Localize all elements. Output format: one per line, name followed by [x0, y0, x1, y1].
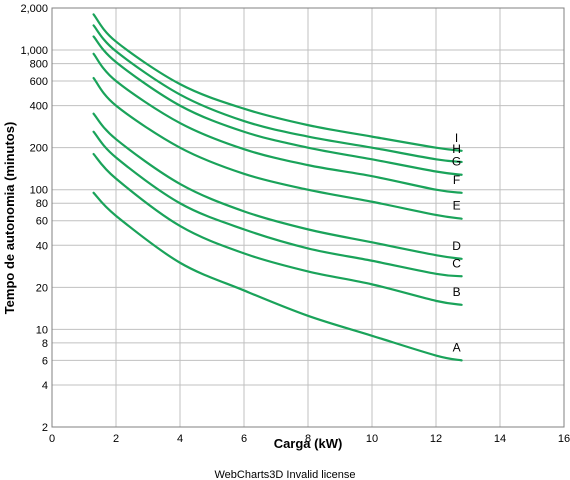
- series-label-h: H: [452, 142, 461, 156]
- series-lines: [92, 13, 463, 362]
- footer-license-text: WebCharts3D Invalid license: [214, 469, 355, 480]
- y-tick-label: 60: [36, 216, 48, 228]
- series-line-d: [92, 112, 463, 260]
- y-tick-label: 1,000: [20, 45, 48, 57]
- y-tick-label: 80: [36, 198, 48, 210]
- x-axis-title: Carga (kW): [274, 436, 343, 451]
- series-label-g: G: [452, 155, 461, 169]
- y-tick-label: 800: [30, 59, 48, 71]
- series-line-c: [92, 130, 463, 278]
- x-tick-label: 8: [305, 433, 311, 445]
- grid-lines: [52, 8, 564, 427]
- y-tick-label: 200: [30, 143, 48, 155]
- y-tick-label: 10: [36, 324, 48, 336]
- y-tick-label: 600: [30, 76, 48, 88]
- series-line-b: [92, 152, 463, 306]
- x-tick-labels: 0 2 4 6 8 10 12 14 16: [49, 433, 570, 445]
- y-tick-label: 2,000: [20, 3, 48, 15]
- y-tick-label: 2: [42, 422, 48, 434]
- series-label-e: E: [453, 199, 461, 213]
- series-label-i: I: [455, 131, 458, 145]
- series-line-i: [92, 13, 463, 152]
- y-axis-title: Tempo de autonomia (minutos): [2, 122, 17, 315]
- x-tick-label: 2: [113, 433, 119, 445]
- y-tick-label: 6: [42, 355, 48, 367]
- x-tick-label: 4: [177, 433, 183, 445]
- series-line-a: [92, 191, 463, 362]
- x-tick-label: 6: [241, 433, 247, 445]
- series-line-f: [92, 52, 463, 194]
- x-tick-label: 0: [49, 433, 55, 445]
- y-tick-label: 20: [36, 282, 48, 294]
- series-label-b: B: [453, 285, 461, 299]
- series-line-h: [92, 24, 463, 164]
- y-tick-label: 4: [42, 380, 48, 392]
- y-tick-label: 100: [30, 185, 48, 197]
- y-tick-label: 8: [42, 338, 48, 350]
- y-tick-label: 40: [36, 240, 48, 252]
- series-label-a: A: [453, 340, 461, 354]
- series-label-c: C: [452, 256, 461, 270]
- y-tick-label: 400: [30, 101, 48, 113]
- x-tick-label: 10: [366, 433, 378, 445]
- x-tick-label: 14: [494, 433, 506, 445]
- plot-border: [51, 7, 565, 428]
- series-label-f: F: [453, 173, 460, 187]
- x-tick-label: 16: [558, 433, 570, 445]
- x-tick-label: 12: [430, 433, 442, 445]
- series-label-d: D: [452, 239, 461, 253]
- series-line-g: [92, 35, 463, 176]
- series-line-e: [92, 76, 463, 220]
